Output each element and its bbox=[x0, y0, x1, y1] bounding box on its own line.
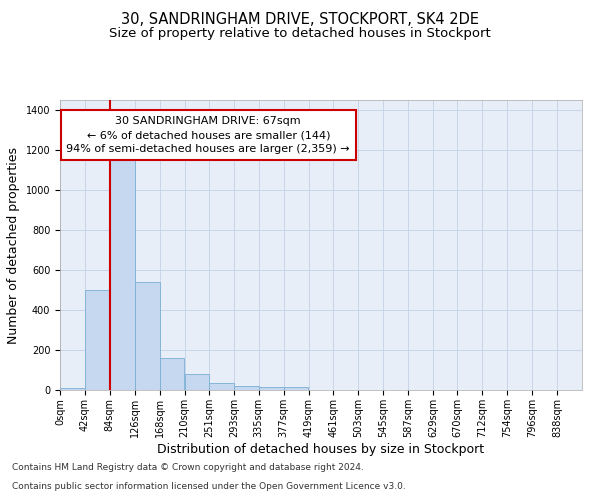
Bar bbox=[160, 358, 184, 390]
Text: 30 SANDRINGHAM DRIVE: 67sqm
← 6% of detached houses are smaller (144)
94% of sem: 30 SANDRINGHAM DRIVE: 67sqm ← 6% of deta… bbox=[67, 116, 350, 154]
Bar bbox=[185, 374, 209, 390]
Bar bbox=[60, 388, 85, 390]
Text: Contains public sector information licensed under the Open Government Licence v3: Contains public sector information licen… bbox=[12, 482, 406, 491]
Bar bbox=[284, 388, 308, 390]
Bar bbox=[259, 387, 284, 390]
X-axis label: Distribution of detached houses by size in Stockport: Distribution of detached houses by size … bbox=[157, 442, 485, 456]
Bar bbox=[135, 282, 160, 390]
Bar bbox=[209, 383, 234, 390]
Bar bbox=[85, 290, 110, 390]
Bar bbox=[110, 160, 134, 390]
Y-axis label: Number of detached properties: Number of detached properties bbox=[7, 146, 20, 344]
Text: 30, SANDRINGHAM DRIVE, STOCKPORT, SK4 2DE: 30, SANDRINGHAM DRIVE, STOCKPORT, SK4 2D… bbox=[121, 12, 479, 28]
Text: Size of property relative to detached houses in Stockport: Size of property relative to detached ho… bbox=[109, 28, 491, 40]
Bar bbox=[234, 386, 259, 390]
Text: Contains HM Land Registry data © Crown copyright and database right 2024.: Contains HM Land Registry data © Crown c… bbox=[12, 464, 364, 472]
